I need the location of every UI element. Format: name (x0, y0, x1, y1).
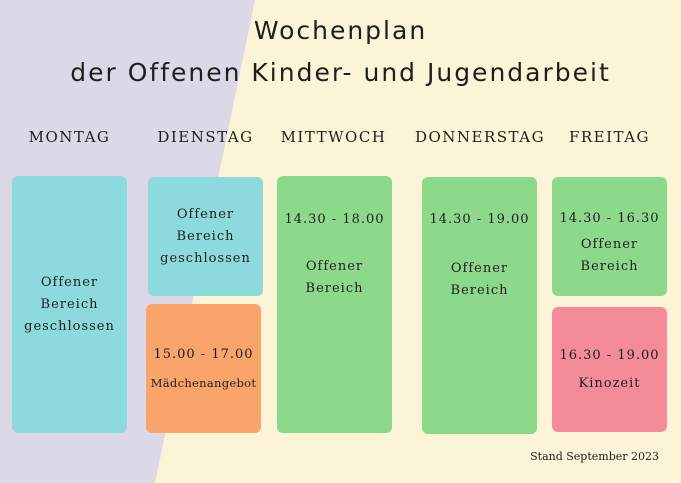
block-mittwoch-label-1: Offener (305, 259, 364, 274)
block-dienstag-closed-label-1: Offener (176, 206, 235, 222)
block-dienstag-closed-label-2: Bereich (176, 228, 235, 244)
block-donnerstag-label-1: Offener (450, 261, 509, 276)
day-donnerstag: DONNERSTAG (414, 128, 546, 146)
block-freitag-open-time: 14.30 - 16.30 (559, 211, 660, 226)
title-line-1: Wochenplan (253, 16, 428, 45)
block-mittwoch: 14.30 - 18.00 Offener Bereich (277, 176, 392, 433)
block-donnerstag: 14.30 - 19.00 Offener Bereich (422, 177, 537, 434)
block-donnerstag-label-2: Bereich (450, 283, 509, 298)
block-mittwoch-time: 14.30 - 18.00 (284, 212, 385, 227)
block-freitag-cinema-time: 16.30 - 19.00 (559, 347, 660, 363)
block-montag-label-1: Offener (40, 274, 99, 290)
block-freitag-cinema-label: Kinozeit (578, 375, 641, 391)
block-dienstag-girls-label: Mädchenangebot (150, 375, 257, 390)
block-montag-label-2: Bereich (40, 296, 99, 312)
block-dienstag-closed: Offener Bereich geschlossen (148, 177, 263, 296)
block-freitag-open-label-2: Bereich (580, 259, 639, 274)
block-montag: Offener Bereich geschlossen (12, 176, 127, 433)
block-freitag-open-label-1: Offener (580, 237, 639, 252)
day-montag: MONTAG (28, 128, 111, 146)
block-freitag-open: 14.30 - 16.30 Offener Bereich (552, 177, 667, 296)
block-dienstag-closed-label-3: geschlossen (160, 250, 251, 266)
block-mittwoch-label-2: Bereich (305, 281, 364, 296)
block-freitag-cinema: 16.30 - 19.00 Kinozeit (552, 307, 667, 432)
title-line-2: der Offenen Kinder- und Jugendarbeit (70, 58, 611, 87)
block-dienstag-girls-time: 15.00 - 17.00 (153, 346, 254, 362)
day-dienstag: DIENSTAG (157, 128, 254, 146)
day-mittwoch: MITTWOCH (280, 128, 387, 146)
block-montag-label-3: geschlossen (24, 318, 115, 334)
day-freitag: FREITAG (568, 128, 651, 146)
block-donnerstag-time: 14.30 - 19.00 (429, 212, 530, 227)
block-dienstag-girls: 15.00 - 17.00 Mädchenangebot (146, 304, 261, 433)
stand-date: Stand September 2023 (530, 450, 659, 463)
